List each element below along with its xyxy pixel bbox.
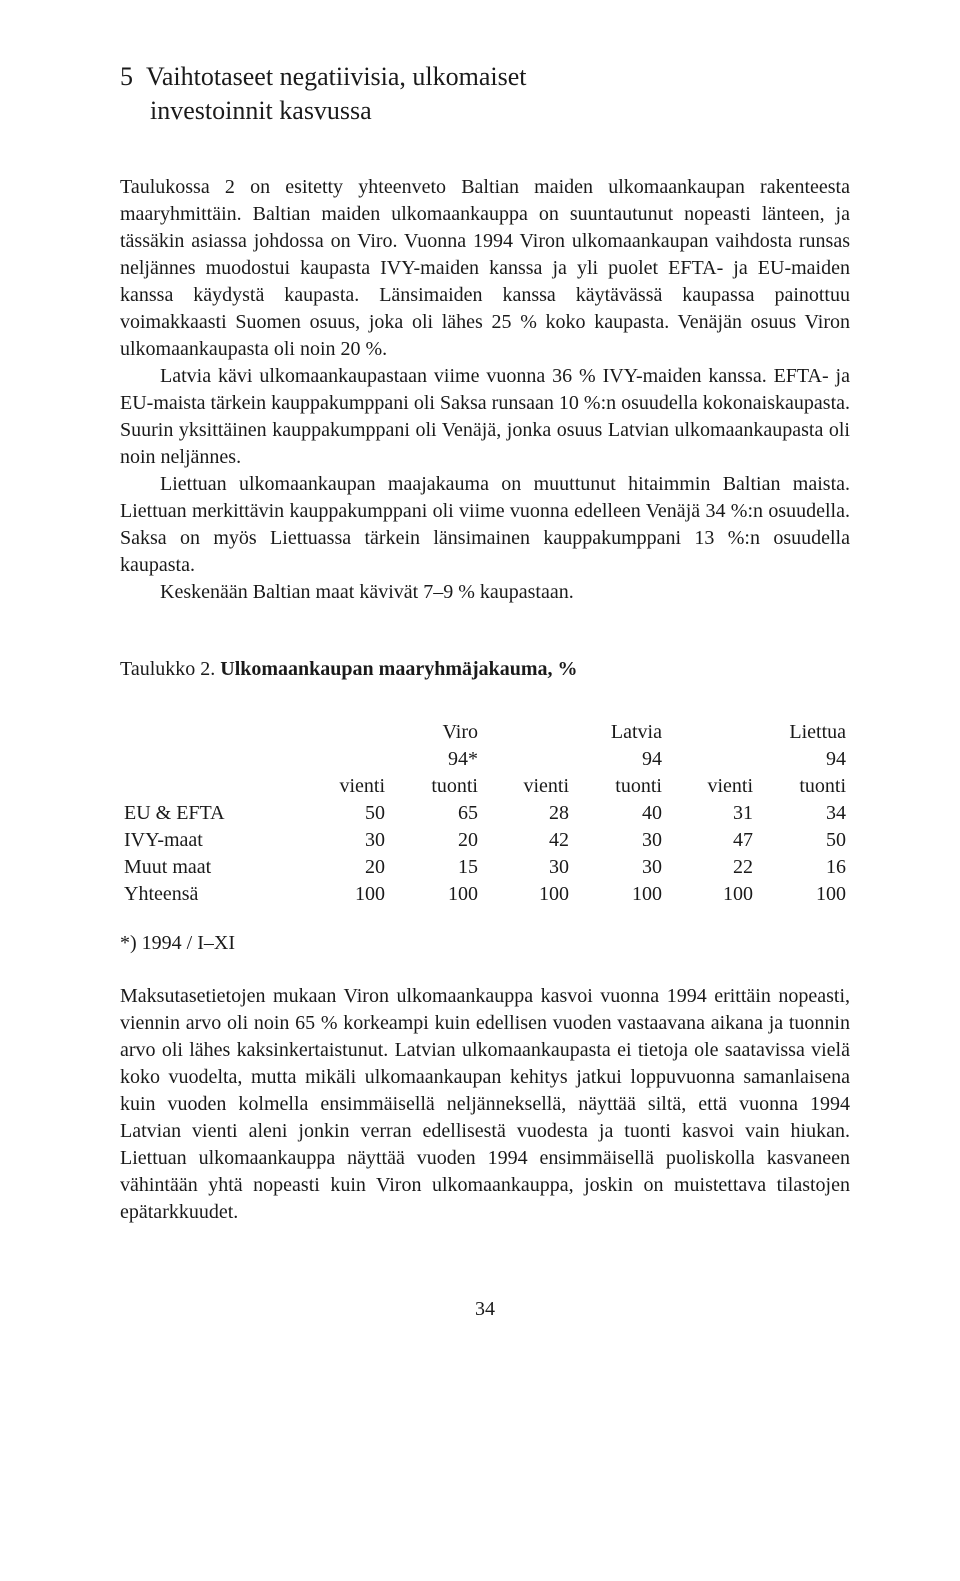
cell: 50 xyxy=(298,800,389,827)
cell: 40 xyxy=(573,800,666,827)
section-heading: 5 Vaihtotaseet negatiivisia, ulkomaiset … xyxy=(120,60,850,128)
cell: 100 xyxy=(482,881,573,908)
table-header-years: 94* 94 94 xyxy=(120,746,850,773)
col-year: 94 xyxy=(666,746,850,773)
cell: 65 xyxy=(389,800,482,827)
data-table: Viro Latvia Liettua 94* 94 94 vienti tuo… xyxy=(120,719,850,908)
table-header-subcols: vienti tuonti vienti tuonti vienti tuont… xyxy=(120,773,850,800)
para-1d: Keskenään Baltian maat kävivät 7–9 % kau… xyxy=(120,579,850,606)
row-label: IVY-maat xyxy=(120,827,298,854)
table-footnote: *) 1994 / I–XI xyxy=(120,930,850,957)
cell: 30 xyxy=(482,854,573,881)
cell: 31 xyxy=(666,800,757,827)
col-sub: tuonti xyxy=(757,773,850,800)
para-1c: Liettuan ulkomaankaupan maajakauma on mu… xyxy=(120,471,850,579)
table-row: Yhteensä 100 100 100 100 100 100 xyxy=(120,881,850,908)
cell: 100 xyxy=(666,881,757,908)
cell: 30 xyxy=(573,827,666,854)
col-sub: vienti xyxy=(482,773,573,800)
cell: 20 xyxy=(389,827,482,854)
cell: 100 xyxy=(298,881,389,908)
col-country: Latvia xyxy=(482,719,666,746)
section-number: 5 xyxy=(120,62,133,91)
cell: 100 xyxy=(757,881,850,908)
cell: 34 xyxy=(757,800,850,827)
cell: 28 xyxy=(482,800,573,827)
col-year: 94 xyxy=(482,746,666,773)
table-row: Muut maat 20 15 30 30 22 16 xyxy=(120,854,850,881)
cell: 16 xyxy=(757,854,850,881)
cell: 42 xyxy=(482,827,573,854)
table-caption-prefix: Taulukko 2. xyxy=(120,658,220,680)
cell: 22 xyxy=(666,854,757,881)
col-year: 94* xyxy=(298,746,482,773)
row-label: Muut maat xyxy=(120,854,298,881)
col-country: Liettua xyxy=(666,719,850,746)
cell: 100 xyxy=(389,881,482,908)
table-caption-bold: Ulkomaankaupan maaryhmäjakauma, % xyxy=(220,658,577,680)
document-page: 5 Vaihtotaseet negatiivisia, ulkomaiset … xyxy=(0,0,960,1581)
section-title-line1: Vaihtotaseet negatiivisia, ulkomaiset xyxy=(146,62,527,91)
table-row: EU & EFTA 50 65 28 40 31 34 xyxy=(120,800,850,827)
row-label: EU & EFTA xyxy=(120,800,298,827)
row-label: Yhteensä xyxy=(120,881,298,908)
col-sub: vienti xyxy=(298,773,389,800)
col-sub: tuonti xyxy=(389,773,482,800)
table-row: IVY-maat 30 20 42 30 47 50 xyxy=(120,827,850,854)
cell: 30 xyxy=(573,854,666,881)
para-1b: Latvia kävi ulkomaankaupastaan viime vuo… xyxy=(120,363,850,471)
cell: 15 xyxy=(389,854,482,881)
table-header-countries: Viro Latvia Liettua xyxy=(120,719,850,746)
cell: 47 xyxy=(666,827,757,854)
table-caption: Taulukko 2. Ulkomaankaupan maaryhmäjakau… xyxy=(120,656,850,683)
cell: 100 xyxy=(573,881,666,908)
para-1a: Taulukossa 2 on esitetty yhteenveto Balt… xyxy=(120,174,850,363)
cell: 50 xyxy=(757,827,850,854)
col-country: Viro xyxy=(298,719,482,746)
page-number: 34 xyxy=(120,1296,850,1323)
col-sub: tuonti xyxy=(573,773,666,800)
cell: 30 xyxy=(298,827,389,854)
para-2: Maksutasetietojen mukaan Viron ulkomaank… xyxy=(120,983,850,1226)
cell: 20 xyxy=(298,854,389,881)
section-title-line2: investoinnit kasvussa xyxy=(150,96,372,125)
col-sub: vienti xyxy=(666,773,757,800)
